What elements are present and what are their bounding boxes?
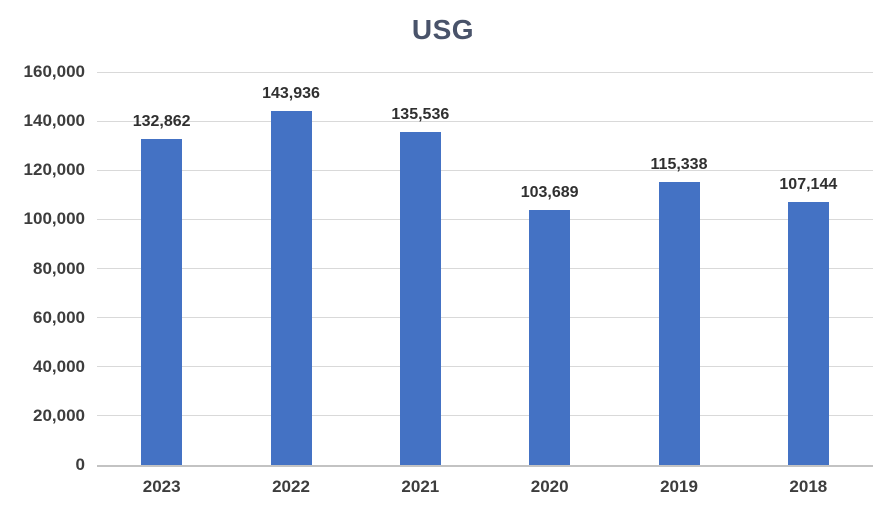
y-axis-tick-label: 160,000 <box>23 62 85 81</box>
y-axis-tick-label: 20,000 <box>33 405 85 425</box>
y-gridline <box>97 120 873 122</box>
bar-2023 <box>141 138 183 465</box>
chart-title: USG <box>411 14 475 45</box>
y-gridline <box>97 169 873 171</box>
bar-value-label: 107,144 <box>779 175 838 193</box>
y-axis-tick-label: 140,000 <box>23 111 85 131</box>
y-axis-tick-label: 0 <box>75 455 85 474</box>
bar-value-label: 115,338 <box>650 155 708 173</box>
x-axis-line <box>97 464 873 467</box>
y-axis-tick-label: 120,000 <box>23 160 85 180</box>
y-gridline <box>97 415 873 417</box>
y-gridline <box>97 317 873 319</box>
x-axis-tick-label: 2022 <box>272 477 310 496</box>
y-axis-tick-label: 100,000 <box>23 209 85 229</box>
y-gridline <box>97 218 873 220</box>
y-gridline <box>97 366 873 368</box>
bar-2020 <box>529 210 571 465</box>
bar-value-label: 132,862 <box>132 112 191 130</box>
y-axis-tick-label: 80,000 <box>33 258 85 278</box>
x-axis-tick-label: 2020 <box>530 477 569 496</box>
bar-2021 <box>399 132 441 465</box>
y-gridline <box>97 71 873 73</box>
bar-value-label: 143,936 <box>262 85 320 103</box>
bar-2019 <box>658 181 700 465</box>
x-axis-tick-label: 2021 <box>401 477 440 496</box>
bar-value-label: 103,689 <box>520 184 579 202</box>
bar-2022 <box>270 111 312 465</box>
y-gridline <box>97 268 873 269</box>
x-axis-tick-label: 2019 <box>660 477 698 496</box>
bar-2018 <box>787 201 829 465</box>
x-axis-tick-label: 2018 <box>789 477 828 496</box>
bar-value-label: 135,536 <box>391 106 450 124</box>
y-axis-tick-label: 40,000 <box>33 356 85 376</box>
y-axis-tick-label: 60,000 <box>33 307 85 327</box>
x-axis-tick-label: 2023 <box>142 477 181 496</box>
